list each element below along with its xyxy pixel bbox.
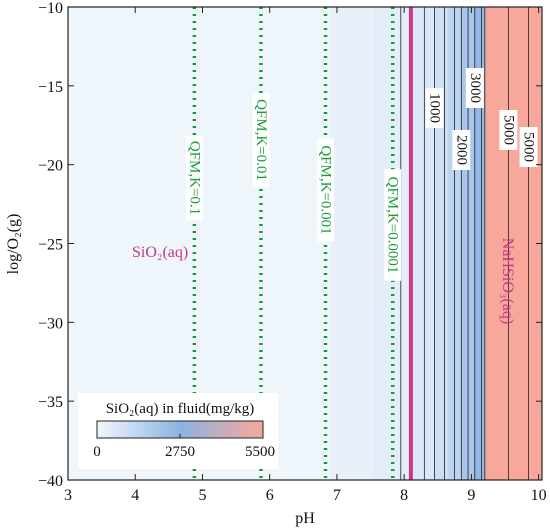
contour-label: 1000 [426, 93, 442, 123]
field-band [434, 7, 449, 480]
qfm-label-background [252, 93, 270, 187]
contour-label-background [465, 68, 484, 108]
qfm-label: QFM,K=0.01 [253, 99, 269, 181]
contour-label: 5000 [500, 115, 516, 145]
qfm-lines: QFM,K=0.1 QFM,K=0.01 QFM,K=0.001 QFM,K=0.00… [185, 7, 402, 480]
colorbar-title: SiO₂(aq) in fluid(mg/kg) [106, 401, 255, 417]
field-band [484, 7, 542, 480]
qfm-label-background [384, 169, 402, 281]
qfm-label-background [185, 135, 203, 221]
contour-label-background [452, 130, 471, 170]
contour-label-background [425, 88, 444, 128]
contour-labels: 1000 2000 3000 5000 5000 [425, 68, 538, 170]
colorbar-tick-label: 2750 [165, 444, 195, 460]
y-tick-label: −20 [38, 158, 63, 175]
x-tick-label: 6 [266, 487, 274, 504]
x-tick-label: 5 [198, 487, 206, 504]
qfm-label: QFM,K=0.1 [186, 141, 202, 215]
colorbar-ticks: 0 2750 5500 [93, 434, 275, 460]
qfm-label: QFM,K=0.0001 [385, 177, 401, 274]
field-band [410, 7, 435, 480]
y-axis-label: log/O₂(g) [5, 214, 22, 275]
contour-label: 2000 [453, 135, 469, 165]
y-tick-label: −35 [38, 394, 63, 411]
qfm-label: QFM,K=0.001 [318, 145, 334, 234]
field-band [330, 7, 375, 480]
y-axis: −10 −15 −20 −25 −30 −35 −40 [38, 0, 542, 490]
y-tick-label: −30 [38, 315, 63, 332]
x-tick-label: 9 [467, 487, 475, 504]
field-label-sio2: SiO₂(aq) [132, 244, 188, 261]
y-tick-label: −15 [38, 79, 63, 96]
contour-label-background [519, 127, 538, 167]
colorbar-tick-label: 5500 [245, 444, 275, 460]
x-tick-label: 7 [333, 487, 341, 504]
colorbar-tick-label: 0 [93, 444, 101, 460]
x-tick-label: 4 [131, 487, 139, 504]
qfm-label-background [317, 138, 335, 242]
x-tick-label: 8 [400, 487, 408, 504]
x-axis: 3 4 5 6 7 8 9 10 [64, 7, 547, 504]
y-tick-label: −25 [38, 237, 63, 254]
contour-label: 3000 [467, 73, 483, 103]
field-band [474, 7, 486, 480]
y-tick-label: −40 [38, 473, 63, 490]
field-label-nahsio3: NaHSiO₃(aq) [499, 238, 516, 324]
contour-label: 5000 [521, 132, 537, 162]
x-tick-label: 3 [64, 487, 72, 504]
y-tick-label: −10 [38, 0, 63, 17]
contour-label-background [499, 110, 518, 150]
x-tick-label: 10 [531, 487, 547, 504]
contour-lines [400, 7, 529, 480]
colorbar: SiO₂(aq) in fluid(mg/kg) 0 2750 5500 [78, 393, 278, 469]
x-axis-label: pH [295, 510, 315, 527]
